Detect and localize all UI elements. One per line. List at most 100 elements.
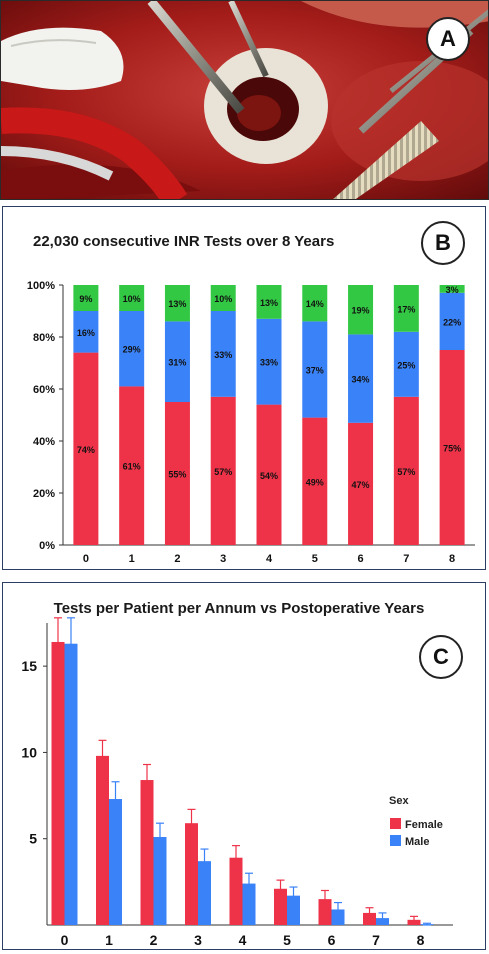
data-label: 10% [123, 294, 141, 304]
data-label: 22% [443, 317, 461, 327]
bar-segment [302, 417, 328, 545]
chart-title: Tests per Patient per Annum vs Postopera… [54, 600, 425, 617]
bar-male [153, 836, 167, 925]
legend-label-female: Female [405, 819, 443, 831]
x-tick-label: 3 [194, 932, 202, 948]
x-tick-label: 2 [174, 553, 180, 565]
data-label: 13% [260, 298, 278, 308]
data-label: 47% [352, 480, 370, 490]
data-label: 25% [397, 360, 415, 370]
bar-segment [256, 285, 282, 319]
data-label: 57% [397, 467, 415, 477]
bar-male [198, 861, 211, 925]
panel-label-a: A [426, 17, 470, 61]
bar-male [109, 799, 122, 925]
legend-swatch-female [390, 818, 401, 829]
legend-label-male: Male [405, 836, 429, 848]
data-label: 55% [168, 470, 186, 480]
legend-title: Sex [389, 795, 409, 807]
x-tick-label: 7 [372, 932, 380, 948]
y-tick-label: 5 [29, 831, 37, 847]
data-label: 19% [352, 306, 370, 316]
bar-segment [393, 396, 419, 545]
x-tick-label: 7 [403, 553, 409, 565]
x-tick-label: 0 [61, 932, 69, 948]
bar-female [229, 857, 243, 925]
data-label: 49% [306, 477, 324, 487]
x-tick-label: 3 [220, 553, 226, 565]
tests-per-patient-bar-chart: Tests per Patient per Annum vs Postopera… [21, 600, 453, 948]
data-label: 57% [214, 467, 232, 477]
surgical-photo-panel: A [0, 0, 489, 200]
data-label: 54% [260, 471, 278, 481]
panel-label-b: B [421, 221, 465, 265]
y-tick-label: 0% [39, 540, 55, 552]
legend-swatch-male [390, 835, 401, 846]
x-tick-label: 1 [129, 553, 135, 565]
x-tick-label: 8 [417, 932, 425, 948]
bar-segment [73, 285, 99, 311]
bar-male [331, 909, 345, 925]
y-tick-label: 15 [21, 658, 37, 674]
y-tick-label: 100% [27, 280, 55, 292]
x-tick-label: 5 [283, 932, 291, 948]
bar-segment [164, 321, 190, 402]
data-label: 74% [77, 445, 95, 455]
y-tick-label: 60% [33, 384, 55, 396]
bar-segment [348, 422, 374, 545]
bar-segment [302, 285, 328, 322]
data-label: 16% [77, 328, 95, 338]
surgical-photo [1, 1, 488, 199]
bar-segment [119, 285, 145, 311]
data-label: 37% [306, 366, 324, 376]
bar-segment [393, 285, 419, 332]
data-label: 14% [306, 299, 324, 309]
bar-female [185, 823, 198, 925]
data-label: 33% [214, 350, 232, 360]
bar-male [287, 895, 300, 925]
bar-male [64, 643, 78, 925]
bar-segment [119, 386, 145, 545]
data-label: 61% [123, 462, 141, 472]
data-label: 3% [446, 285, 459, 295]
x-tick-label: 6 [328, 932, 336, 948]
bar-segment [256, 318, 282, 405]
inr-stacked-bar-chart: 22,030 consecutive INR Tests over 8 Year… [27, 233, 475, 565]
tests-per-patient-chart-panel: C Tests per Patient per Annum vs Postope… [2, 582, 486, 950]
inr-tests-chart-panel: B 22,030 consecutive INR Tests over 8 Ye… [2, 206, 486, 570]
bar-segment [210, 285, 236, 311]
bar-segment [393, 331, 419, 397]
bar-segment [256, 404, 282, 545]
chart-title: 22,030 consecutive INR Tests over 8 Year… [33, 233, 334, 250]
x-tick-label: 8 [449, 553, 455, 565]
bar-segment [302, 321, 328, 418]
bar-female [318, 899, 332, 925]
data-label: 75% [443, 444, 461, 454]
bar-segment [164, 285, 190, 322]
x-tick-label: 1 [105, 932, 113, 948]
data-label: 13% [168, 299, 186, 309]
x-tick-label: 2 [150, 932, 158, 948]
bar-segment [439, 350, 465, 545]
bar-segment [439, 292, 465, 350]
y-tick-label: 10 [21, 744, 37, 760]
data-label: 17% [397, 304, 415, 314]
bar-segment [210, 311, 236, 397]
x-tick-label: 4 [239, 932, 247, 948]
x-tick-label: 0 [83, 553, 89, 565]
x-tick-label: 5 [312, 553, 318, 565]
bar-segment [210, 396, 236, 545]
bar-segment [164, 402, 190, 545]
bar-female [140, 780, 154, 925]
bar-segment [73, 311, 99, 353]
bar-segment [119, 311, 145, 387]
data-label: 33% [260, 358, 278, 368]
bar-female [51, 641, 65, 925]
bar-segment [439, 285, 465, 293]
bar-segment [348, 285, 374, 335]
y-tick-label: 40% [33, 436, 55, 448]
data-label: 34% [352, 375, 370, 385]
bar-segment [73, 352, 99, 545]
bar-segment [348, 334, 374, 423]
bar-female [96, 755, 109, 925]
